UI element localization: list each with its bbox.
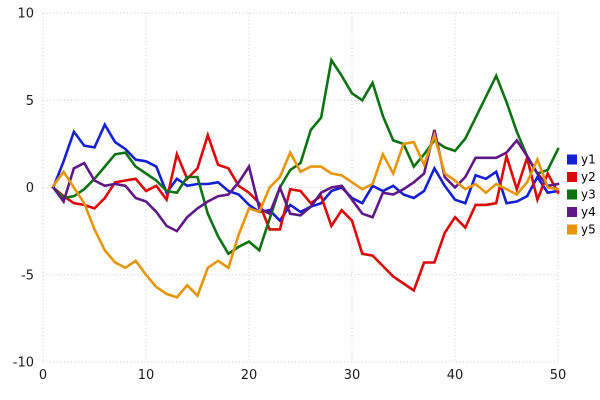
y-tick-label: 5 — [26, 94, 34, 109]
x-tick-label: 20 — [241, 368, 258, 383]
series-line-y5 — [51, 130, 560, 299]
series-line-y1 — [51, 121, 560, 223]
series-line-y4 — [51, 129, 560, 233]
y-tick-label: -5 — [21, 268, 34, 283]
legend-swatch-y3 — [567, 189, 577, 200]
legend-swatch-y1 — [567, 154, 577, 165]
legend: y1 y2 y3 y4 y5 — [567, 153, 596, 237]
x-tick-label: 50 — [550, 368, 567, 383]
legend-swatch-y5 — [567, 224, 577, 235]
legend-label-y3: y3 — [581, 188, 596, 202]
y-tick-label: -10 — [13, 356, 34, 371]
x-tick-label: 40 — [447, 368, 464, 383]
series-line-y3 — [51, 56, 560, 256]
series-line-y2 — [51, 131, 560, 293]
legend-label-y1: y1 — [581, 153, 596, 167]
y-tick-label: 0 — [26, 181, 34, 196]
x-tick-label: 0 — [39, 368, 47, 383]
legend-label-y5: y5 — [581, 223, 596, 237]
legend-label-y2: y2 — [581, 170, 596, 184]
x-tick-label: 10 — [138, 368, 155, 383]
x-tick-label: 30 — [344, 368, 361, 383]
legend-swatch-y4 — [567, 207, 577, 217]
legend-label-y4: y4 — [581, 205, 596, 219]
legend-swatch-y2 — [567, 172, 577, 182]
y-tick-label: 10 — [17, 7, 34, 22]
